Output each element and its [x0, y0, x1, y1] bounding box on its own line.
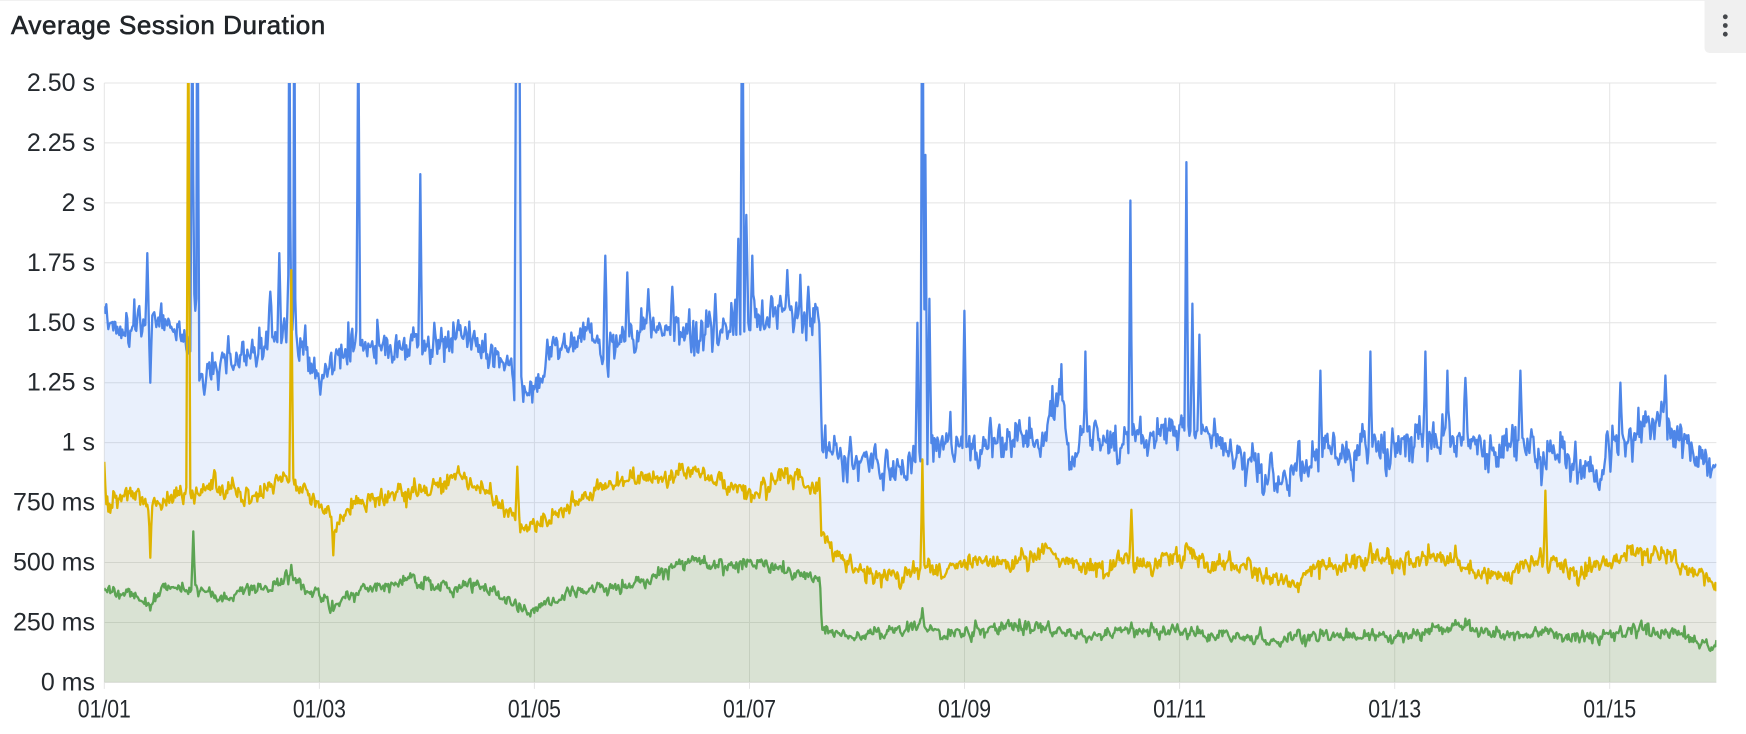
- svg-text:2 s: 2 s: [62, 189, 95, 217]
- svg-text:01/07: 01/07: [723, 696, 776, 724]
- svg-text:2.50 s: 2.50 s: [27, 69, 95, 97]
- svg-text:1.75 s: 1.75 s: [27, 249, 95, 277]
- svg-text:1.50 s: 1.50 s: [27, 309, 95, 337]
- svg-text:01/15: 01/15: [1583, 696, 1636, 724]
- svg-text:01/01: 01/01: [78, 696, 131, 724]
- svg-text:1 s: 1 s: [62, 429, 95, 457]
- svg-text:750 ms: 750 ms: [13, 489, 95, 517]
- svg-text:01/09: 01/09: [938, 696, 991, 724]
- svg-text:250 ms: 250 ms: [13, 609, 95, 637]
- svg-text:01/11: 01/11: [1153, 696, 1206, 724]
- svg-text:0 ms: 0 ms: [41, 668, 95, 696]
- svg-text:2.25 s: 2.25 s: [27, 129, 95, 157]
- svg-text:01/03: 01/03: [293, 696, 346, 724]
- svg-text:01/05: 01/05: [508, 696, 561, 724]
- svg-text:1.25 s: 1.25 s: [27, 369, 95, 397]
- svg-text:500 ms: 500 ms: [13, 549, 95, 577]
- svg-text:01/13: 01/13: [1368, 696, 1421, 724]
